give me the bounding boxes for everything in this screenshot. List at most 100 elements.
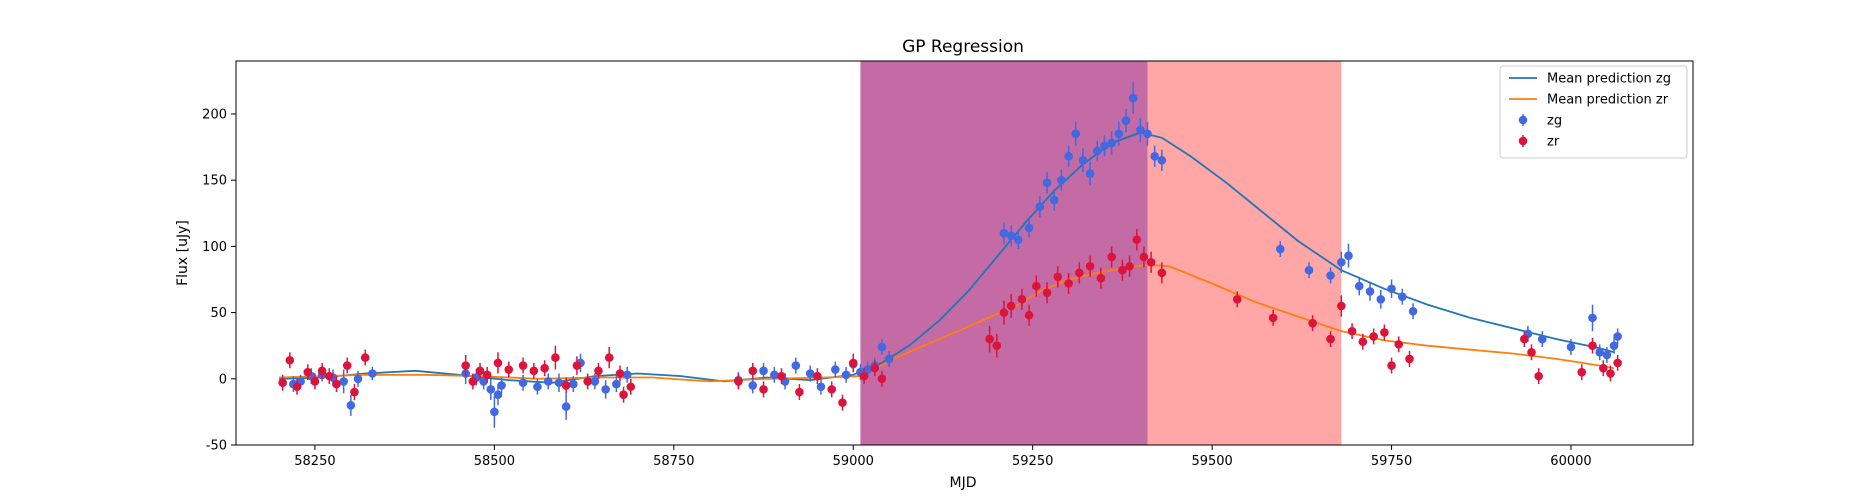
data-point [1150, 152, 1159, 161]
data-point [848, 358, 858, 368]
data-point [1344, 251, 1353, 260]
data-point [1146, 257, 1156, 267]
legend-label: zr [1547, 135, 1560, 150]
data-point [1394, 340, 1404, 349]
shaded-region-2 [1147, 61, 1342, 445]
data-point [554, 378, 564, 388]
data-point [841, 370, 851, 380]
data-point [1014, 235, 1023, 245]
data-point [504, 365, 514, 374]
data-point [999, 228, 1009, 238]
data-point [1157, 156, 1167, 165]
data-point [1566, 342, 1576, 352]
data-point [1121, 116, 1131, 125]
data-point [827, 385, 837, 394]
data-point [278, 378, 287, 388]
data-point [583, 377, 592, 386]
data-point [1326, 334, 1335, 344]
data-point [1031, 281, 1041, 291]
x-tick-label: 59750 [1371, 454, 1412, 469]
data-point [353, 374, 363, 384]
data-point [831, 365, 840, 374]
data-point [999, 308, 1009, 317]
data-point [1609, 341, 1619, 350]
data-points [278, 82, 1622, 428]
legend-label: zg [1547, 114, 1562, 129]
data-point [561, 381, 571, 390]
legend-label: Mean prediction zg [1547, 72, 1671, 87]
data-point [1537, 334, 1547, 344]
data-point [601, 385, 610, 394]
data-point [1534, 371, 1543, 381]
data-point [543, 377, 553, 386]
y-tick-label: 150 [202, 174, 227, 189]
series-line-2 [279, 263, 1615, 383]
data-point [561, 402, 571, 411]
data-point [468, 377, 478, 386]
data-point [777, 371, 786, 381]
y-tick-label: 0 [219, 372, 227, 387]
data-point [332, 379, 341, 389]
data-point [461, 361, 470, 370]
y-tick-label: 200 [202, 107, 227, 122]
data-point [1006, 301, 1016, 311]
data-point [346, 400, 356, 410]
data-point [870, 363, 880, 373]
data-point [342, 361, 352, 370]
data-point [1602, 350, 1612, 360]
data-point [310, 377, 320, 386]
data-point [992, 341, 1002, 350]
data-point [1128, 93, 1138, 103]
data-point [540, 363, 549, 373]
data-point [1613, 332, 1622, 341]
data-point [493, 358, 503, 368]
data-point [1042, 288, 1052, 298]
data-point [1398, 292, 1407, 301]
data-point [1588, 341, 1597, 350]
data-point [482, 370, 492, 380]
data-point [1024, 310, 1034, 320]
axes: 58250 58500 58750 59000 59250 59500 59750 60000… [202, 60, 1694, 469]
data-point [1132, 235, 1142, 245]
data-point [1387, 284, 1396, 294]
data-point [622, 370, 632, 380]
data-point [863, 365, 872, 374]
data-point [1136, 125, 1145, 135]
data-point [1017, 295, 1027, 304]
data-point [1053, 272, 1063, 282]
x-tick-label: 60000 [1550, 454, 1591, 469]
y-axis-label: Flux [uJy] [175, 220, 191, 286]
legend: Mean prediction zg Mean prediction zr zg zr [1499, 65, 1688, 159]
data-point [1276, 244, 1285, 254]
data-point [1057, 175, 1066, 185]
y-tick-label: 50 [210, 306, 227, 321]
data-point [748, 381, 758, 390]
data-point [479, 377, 488, 386]
data-point [1588, 313, 1597, 323]
legend-box [1499, 65, 1688, 159]
data-point [590, 377, 600, 386]
data-point [1598, 363, 1608, 373]
legend-point-swatch [1518, 115, 1528, 125]
data-point [1157, 268, 1167, 278]
y-tick-label: 100 [202, 240, 227, 255]
data-point [1405, 354, 1414, 364]
data-point [1387, 361, 1396, 370]
data-point [1107, 138, 1116, 148]
data-point [572, 361, 582, 370]
data-point [1071, 129, 1081, 139]
data-point [317, 366, 327, 376]
data-point [626, 382, 636, 392]
data-point [533, 382, 542, 392]
data-point [518, 378, 528, 388]
legend-point-swatch [1518, 136, 1528, 146]
data-point [486, 385, 496, 394]
data-point [1096, 273, 1106, 283]
data-point [360, 353, 370, 362]
data-point [1304, 265, 1314, 275]
data-point [884, 354, 894, 364]
data-point [759, 385, 768, 394]
data-point [493, 390, 503, 399]
data-point [285, 355, 295, 365]
